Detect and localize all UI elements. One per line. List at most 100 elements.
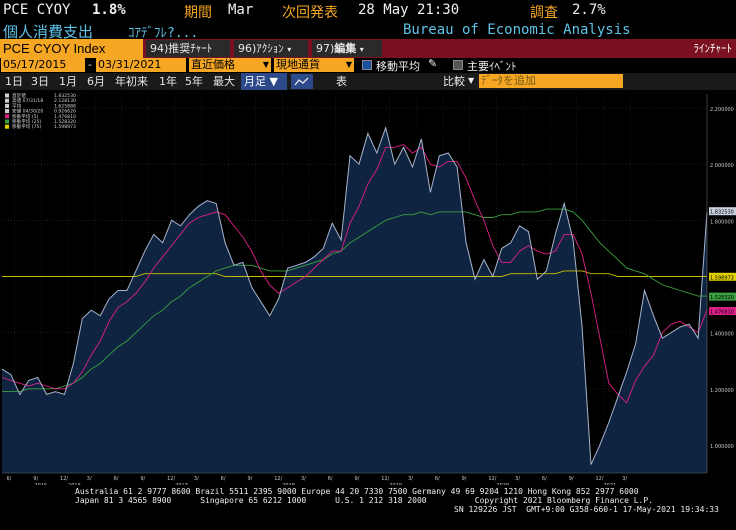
moving-average-label: 移動平均 — [376, 60, 420, 73]
period-ytd-button[interactable]: 年初来 — [115, 75, 148, 88]
x-tick-label: 9/ — [462, 476, 467, 482]
legend-swatch — [5, 109, 9, 114]
legend-swatch — [5, 103, 9, 108]
ticker: PCE CYOY — [3, 2, 71, 18]
survey-label: 調査 — [530, 5, 558, 21]
x-year-label: 2020 — [496, 483, 509, 485]
start-date-field[interactable]: 05/17/2015 — [1, 58, 85, 72]
moving-average-line — [1, 143, 708, 404]
y-tick-label: 2.200000 — [710, 107, 734, 113]
legend-value: 0.926620 — [54, 109, 76, 115]
x-tick-label: 6/ — [6, 476, 11, 482]
period-row: 1日 3日 1月 6月 年初来 1年 5年 最大 月足 ▼ 表 比較 ▼ ﾃﾞｰ… — [0, 73, 736, 90]
legend-label: 移動平均 (25) — [12, 118, 41, 125]
period-3d-button[interactable]: 3日 — [31, 75, 49, 88]
value-badge-label: 1.528320 — [710, 295, 734, 301]
legend-swatch — [5, 93, 9, 98]
x-tick-label: 6/ — [542, 476, 547, 482]
legend-swatch — [5, 114, 9, 119]
chevron-down-icon: ▾ — [287, 45, 292, 54]
x-tick-label: 12/ — [488, 476, 496, 482]
x-tick-label: 12/ — [381, 476, 389, 482]
value-badge — [709, 272, 736, 281]
x-tick-label: 9/ — [140, 476, 145, 482]
price-type-value: 直近価格 — [191, 58, 235, 71]
price-chart[interactable]: 1.0000001.2000001.4000001.6000001.800000… — [0, 90, 736, 489]
period-max-button[interactable]: 最大 — [213, 75, 235, 88]
currency-select[interactable]: 現地通貨 ▼ — [274, 58, 354, 72]
period-1y-button[interactable]: 1年 — [159, 75, 177, 88]
x-tick-label: 9/ — [33, 476, 38, 482]
period-1m-button[interactable]: 1月 — [59, 75, 77, 88]
x-tick-label: 3/ — [622, 476, 627, 482]
period-5y-button[interactable]: 5年 — [185, 75, 203, 88]
x-tick-label: 9/ — [569, 476, 574, 482]
next-release-value: 28 May 21:30 — [358, 2, 460, 18]
table-button[interactable]: 表 — [336, 75, 347, 88]
chart-area[interactable]: 1.0000001.2000001.4000001.6000001.800000… — [0, 90, 736, 489]
x-year-label: 2016 — [68, 483, 81, 485]
period-6m-button[interactable]: 6月 — [87, 75, 105, 88]
x-tick-label: 3/ — [408, 476, 413, 482]
value-badge — [709, 292, 736, 301]
chart-type-label[interactable]: ﾗｲﾝﾁｬｰﾄ — [693, 42, 733, 55]
x-tick-label: 6/ — [435, 476, 440, 482]
value-badge-label: 1.832530 — [710, 210, 734, 216]
x-tick-label: 3/ — [301, 476, 306, 482]
x-year-label: 2017 — [175, 483, 188, 485]
recommended-chart-button[interactable]: 94)推奨ﾁｬｰﾄ — [146, 40, 230, 57]
end-date-field[interactable]: 03/31/2021 — [96, 58, 186, 72]
frequency-select[interactable]: 月足 ▼ — [241, 73, 287, 90]
price-type-select[interactable]: 直近価格 ▼ — [189, 58, 271, 72]
latest-value: 1.8% — [92, 2, 126, 18]
x-year-label: 2021 — [603, 483, 616, 485]
header-row-1: PCE CYOY 1.8% 期間 Mar 次回発表 28 May 21:30 調… — [0, 0, 736, 21]
period-value: Mar — [228, 2, 254, 18]
date-separator: - — [88, 58, 92, 71]
x-year-label: 2018 — [282, 483, 295, 485]
period-1d-button[interactable]: 1日 — [5, 75, 23, 88]
compare-button[interactable]: 比較 — [443, 75, 465, 88]
moving-average-checkbox[interactable] — [362, 60, 372, 70]
period-label: 期間 — [184, 5, 212, 21]
legend-label: 安値 04/30/20 — [12, 108, 43, 115]
x-tick-label: 6/ — [114, 476, 119, 482]
legend-label: 高値 07/31/18 — [12, 97, 43, 104]
legend-swatch — [5, 124, 9, 129]
add-data-input[interactable]: ﾃﾞｰﾀを追加 — [479, 74, 623, 88]
series-area-fill — [2, 127, 707, 473]
security-field[interactable]: PCE CYOY Index — [0, 39, 143, 58]
legend-label: 直近値 — [12, 92, 26, 99]
moving-average-line — [2, 270, 707, 277]
pencil-icon[interactable]: ✎ — [428, 57, 438, 70]
x-tick-label: 3/ — [194, 476, 199, 482]
menu-button-number: 94) — [150, 42, 169, 55]
menu-button-label: 推奨ﾁｬｰﾄ — [168, 42, 213, 55]
indicator-name: 個人消費支出 — [3, 23, 94, 41]
edit-button[interactable]: 97)編集 ▾ — [312, 40, 382, 57]
menu-button-label: ｱｸｼｮﾝ — [256, 42, 284, 55]
legend-label: 平均 — [12, 102, 22, 109]
legend-label: 移動平均 (75) — [12, 123, 41, 130]
y-tick-label: 1.800000 — [710, 219, 734, 225]
survey-value: 2.7% — [572, 2, 606, 18]
y-tick-label: 1.200000 — [710, 388, 734, 394]
indicator-subname: ｺｱﾃﾞﾌﾚ?... — [128, 26, 199, 41]
legend-value: 1.528320 — [54, 119, 76, 125]
chevron-down-icon: ▼ — [262, 60, 269, 69]
x-tick-label: 12/ — [60, 476, 68, 482]
footer-session-line: SN 129226 JST GMT+9:00 G358-660-1 17-May… — [454, 505, 719, 514]
chart-line-icon[interactable] — [291, 74, 313, 89]
actions-button[interactable]: 96)ｱｸｼｮﾝ ▾ — [234, 40, 308, 57]
footer-contacts-line: Australia 61 2 9777 8600 Brazil 5511 239… — [75, 487, 639, 496]
key-events-checkbox[interactable] — [453, 60, 463, 70]
legend-value: 1.476810 — [54, 114, 76, 120]
value-badge — [709, 207, 736, 216]
data-source: Bureau of Economic Analysis — [403, 22, 631, 38]
legend-value: 1.625888 — [54, 103, 76, 109]
legend-label: 移動平均 (5) — [12, 113, 39, 120]
legend-value: 1.832530 — [54, 93, 76, 99]
legend-swatch — [5, 98, 9, 103]
x-tick-label: 3/ — [515, 476, 520, 482]
x-tick-label: 6/ — [221, 476, 226, 482]
